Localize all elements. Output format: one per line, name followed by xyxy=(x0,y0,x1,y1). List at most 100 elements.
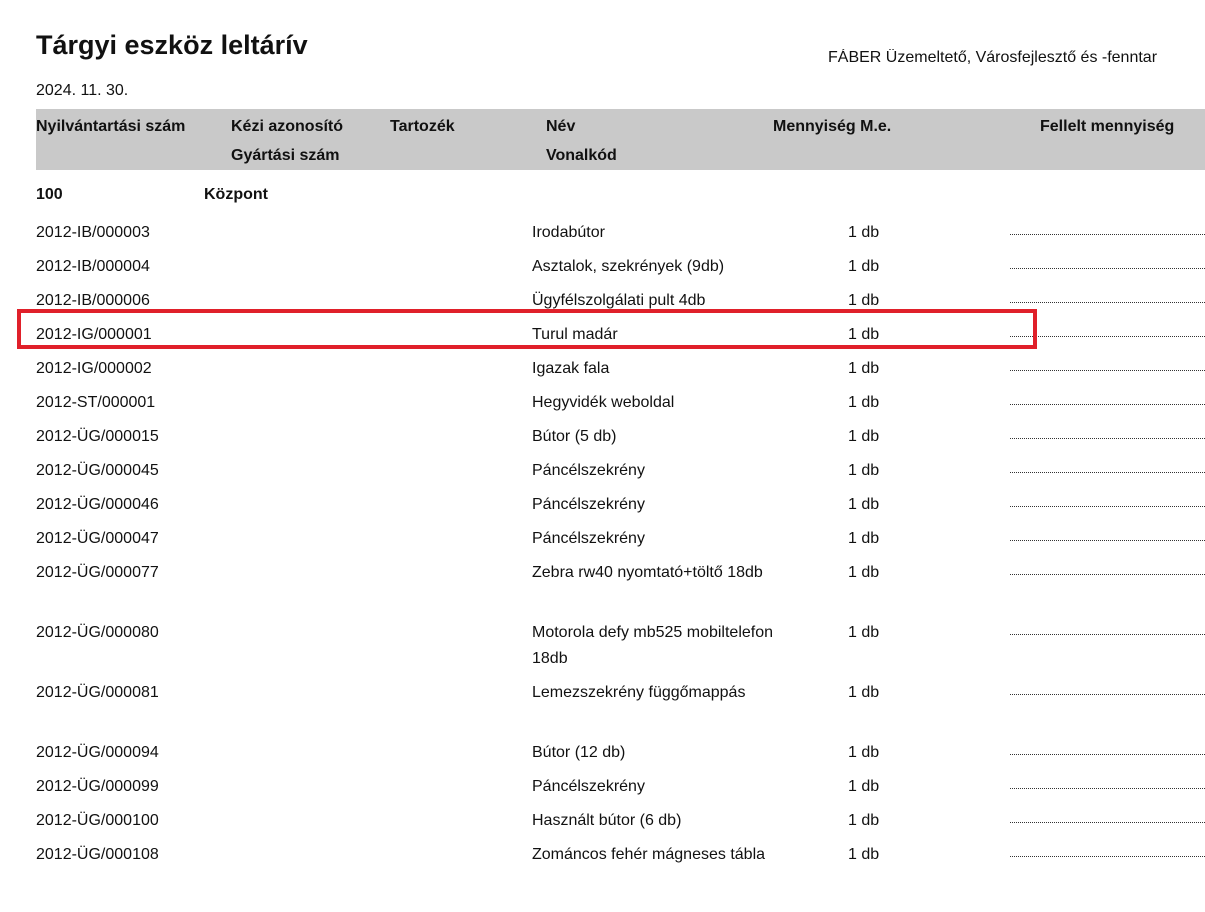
table-row: 2012-ÜG/000080 Motorola defy mb525 mobilt… xyxy=(0,620,1205,680)
found-quantity-field xyxy=(1010,634,1205,635)
row-quantity: 1 db xyxy=(848,394,880,411)
row-name: Irodabútor xyxy=(532,224,605,241)
found-quantity-field xyxy=(1010,404,1205,405)
found-quantity-field xyxy=(1010,268,1205,269)
table-row: 2012-IG/000001 Turul madár 1 db xyxy=(0,322,1205,356)
company-name: FÁBER Üzemeltető, Városfejlesztő és -fen… xyxy=(828,49,1158,66)
table-row: 2012-ÜG/000015 Bútor (5 db) 1 db xyxy=(0,424,1205,458)
row-quantity: 1 db xyxy=(848,428,880,445)
row-name: Páncélszekrény xyxy=(532,778,645,795)
header-nev: Név xyxy=(546,118,576,135)
table-row: 2012-IB/000006 Ügyfélszolgálati pult 4db 1… xyxy=(0,288,1205,322)
row-name: Használt bútor (6 db) xyxy=(532,812,682,829)
row-quantity: 1 db xyxy=(848,744,880,761)
found-quantity-field xyxy=(1010,302,1205,303)
row-quantity: 1 db xyxy=(848,846,880,863)
row-name: Motorola defy mb525 mobiltelefon 18db xyxy=(532,624,774,667)
header-kezi-azonosito: Kézi azonosító xyxy=(231,118,344,135)
row-quantity: 1 db xyxy=(848,360,880,377)
table-row: 2012-ÜG/000099 Páncélszekrény 1 db xyxy=(0,774,1205,808)
row-quantity: 1 db xyxy=(848,292,880,309)
row-id: 2012-ÜG/000081 xyxy=(36,684,159,701)
row-name: Ügyfélszolgálati pult 4db xyxy=(532,292,706,309)
header-vonalkod: Vonalkód xyxy=(546,147,617,164)
row-id: 2012-ÜG/000094 xyxy=(36,744,159,761)
row-id: 2012-ST/000001 xyxy=(36,394,156,411)
row-id: 2012-ÜG/000045 xyxy=(36,462,159,479)
row-id: 2012-ÜG/000046 xyxy=(36,496,159,513)
row-id: 2012-ÜG/000099 xyxy=(36,778,159,795)
row-quantity: 1 db xyxy=(848,224,880,241)
row-id: 2012-ÜG/000047 xyxy=(36,530,159,547)
row-name: Zebra rw40 nyomtató+töltő 18db xyxy=(532,564,763,581)
row-quantity: 1 db xyxy=(848,812,880,829)
row-quantity: 1 db xyxy=(848,778,880,795)
inventory-list: 2012-IB/000003 Irodabútor 1 db 2012-IB/0000… xyxy=(0,220,1205,902)
table-row: 2012-ÜG/000108 Zománcos fehér mágneses tá… xyxy=(0,842,1205,902)
table-row: 2012-ÜG/000094 Bútor (12 db) 1 db xyxy=(0,740,1205,774)
found-quantity-field xyxy=(1010,370,1205,371)
row-quantity: 1 db xyxy=(848,530,880,547)
table-row: 2012-ST/000001 Hegyvidék weboldal 1 db xyxy=(0,390,1205,424)
table-row: 2012-ÜG/000046 Páncélszekrény 1 db xyxy=(0,492,1205,526)
row-quantity: 1 db xyxy=(848,326,880,343)
found-quantity-field xyxy=(1010,574,1205,575)
table-header xyxy=(36,109,1205,170)
row-quantity: 1 db xyxy=(848,564,880,581)
row-id: 2012-IG/000001 xyxy=(36,326,152,343)
found-quantity-field xyxy=(1010,472,1205,473)
row-name: Páncélszekrény xyxy=(532,530,645,547)
row-quantity: 1 db xyxy=(848,624,880,641)
table-row: 2012-ÜG/000047 Páncélszekrény 1 db xyxy=(0,526,1205,560)
table-row: 2012-IG/000002 Igazak fala 1 db xyxy=(0,356,1205,390)
table-row: 2012-ÜG/000077 Zebra rw40 nyomtató+töltő … xyxy=(0,560,1205,620)
row-id: 2012-ÜG/000108 xyxy=(36,846,159,863)
row-id: 2012-ÜG/000077 xyxy=(36,564,159,581)
row-name: Asztalok, szekrények (9db) xyxy=(532,258,725,275)
found-quantity-field xyxy=(1010,788,1205,789)
header-mennyiseg: Mennyiség M.e. xyxy=(773,118,892,135)
row-name: Turul madár xyxy=(532,326,618,343)
row-name: Páncélszekrény xyxy=(532,462,645,479)
row-name: Hegyvidék weboldal xyxy=(532,394,675,411)
row-name: Igazak fala xyxy=(532,360,610,377)
row-id: 2012-IB/000004 xyxy=(36,258,150,275)
found-quantity-field xyxy=(1010,694,1205,695)
table-row: 2012-ÜG/000081 Lemezszekrény függőmappás 1… xyxy=(0,680,1205,740)
document-title: Tárgyi eszköz leltárív xyxy=(36,30,308,60)
row-id: 2012-IB/000006 xyxy=(36,292,150,309)
row-id: 2012-IG/000002 xyxy=(36,360,152,377)
row-quantity: 1 db xyxy=(848,496,880,513)
row-id: 2012-ÜG/000100 xyxy=(36,812,159,829)
table-row: 2012-ÜG/000045 Páncélszekrény 1 db xyxy=(0,458,1205,492)
row-name: Bútor (12 db) xyxy=(532,744,626,761)
document-date: 2024. 11. 30. xyxy=(36,82,129,99)
row-id: 2012-IB/000003 xyxy=(36,224,150,241)
header-gyartasi-szam: Gyártási szám xyxy=(231,147,340,164)
found-quantity-field xyxy=(1010,754,1205,755)
header-tartozek: Tartozék xyxy=(390,118,455,135)
found-quantity-field xyxy=(1010,540,1205,541)
table-row: 2012-ÜG/000100 Használt bútor (6 db) 1 db xyxy=(0,808,1205,842)
table-row: 2012-IB/000003 Irodabútor 1 db xyxy=(0,220,1205,254)
found-quantity-field xyxy=(1010,856,1205,857)
found-quantity-field xyxy=(1010,438,1205,439)
table-row: 2012-IB/000004 Asztalok, szekrények (9db)… xyxy=(0,254,1205,288)
found-quantity-field xyxy=(1010,234,1205,235)
header-nyilvantartasi: Nyilvántartási szám xyxy=(36,118,186,135)
row-id: 2012-ÜG/000080 xyxy=(36,624,159,641)
row-id: 2012-ÜG/000015 xyxy=(36,428,159,445)
row-name: Páncélszekrény xyxy=(532,496,645,513)
row-quantity: 1 db xyxy=(848,258,880,275)
row-name: Zománcos fehér mágneses tábla xyxy=(532,846,766,863)
group-name: Központ xyxy=(204,186,268,203)
found-quantity-field xyxy=(1010,336,1205,337)
row-name: Lemezszekrény függőmappás xyxy=(532,684,746,701)
header-fellelt-mennyiseg: Fellelt mennyiség xyxy=(1040,118,1175,135)
row-quantity: 1 db xyxy=(848,684,880,701)
row-name: Bútor (5 db) xyxy=(532,428,617,445)
group-code: 100 xyxy=(36,186,63,203)
found-quantity-field xyxy=(1010,822,1205,823)
row-quantity: 1 db xyxy=(848,462,880,479)
found-quantity-field xyxy=(1010,506,1205,507)
